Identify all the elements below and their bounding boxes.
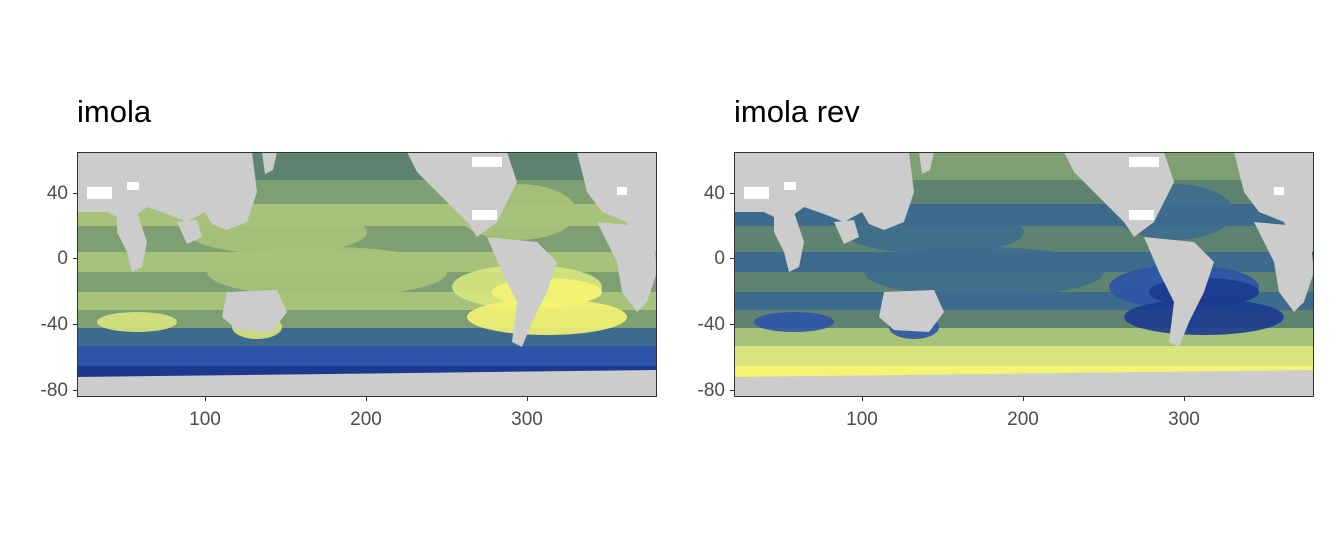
missing-data-patch: [1129, 157, 1159, 167]
ocean-gyre-patch: [467, 299, 627, 335]
ocean-map-svg: [77, 152, 657, 397]
land-mass: [262, 152, 277, 174]
y-tick-mark: [73, 390, 77, 391]
missing-data-patch: [617, 187, 627, 195]
map-plot: [77, 152, 657, 397]
ocean-gyre-patch: [864, 247, 1104, 297]
y-tick-label: -80: [697, 380, 725, 401]
y-tick-label: 0: [714, 248, 725, 269]
missing-data-patch: [87, 187, 112, 199]
missing-data-patch: [472, 157, 502, 167]
ocean-gyre-patch: [754, 312, 834, 332]
missing-data-patch: [472, 210, 497, 220]
ocean-band: [77, 226, 657, 252]
y-tick-mark: [730, 390, 734, 391]
x-tick-mark: [205, 397, 206, 401]
map-plot: [734, 152, 1314, 397]
ocean-band: [77, 346, 657, 366]
y-tick-mark: [73, 324, 77, 325]
y-tick-label: 40: [703, 183, 725, 204]
plot-border: [77, 152, 657, 397]
panel-title: imola rev: [734, 94, 860, 129]
y-tick-mark: [73, 193, 77, 194]
ocean-gyre-patch: [1124, 299, 1284, 335]
x-tick-label: 300: [1168, 409, 1200, 430]
y-tick-mark: [730, 193, 734, 194]
x-tick-mark: [366, 397, 367, 401]
y-tick-label: -40: [697, 314, 725, 335]
land-mass: [1254, 222, 1314, 312]
missing-data-patch: [127, 182, 139, 190]
x-tick-label: 200: [1007, 409, 1039, 430]
ocean-band: [734, 346, 1314, 366]
y-tick-mark: [730, 324, 734, 325]
ocean-band: [734, 226, 1314, 252]
land-mass: [774, 207, 804, 272]
y-tick-label: -80: [40, 380, 68, 401]
x-tick-mark: [1023, 397, 1024, 401]
y-tick-label: 40: [46, 183, 68, 204]
x-tick-mark: [527, 397, 528, 401]
missing-data-patch: [1274, 187, 1284, 195]
missing-data-patch: [744, 187, 769, 199]
panel-title: imola: [77, 94, 152, 129]
land-mass: [879, 290, 944, 332]
land-mass: [734, 370, 1314, 397]
y-tick-label: 0: [57, 248, 68, 269]
land-mass: [487, 237, 557, 347]
ocean-gyre-patch: [97, 312, 177, 332]
land-mass: [77, 370, 657, 397]
land-mass: [222, 290, 287, 332]
land-mass: [177, 220, 202, 244]
land-mass: [834, 220, 859, 244]
ocean-map-svg: [734, 152, 1314, 397]
y-tick-label: -40: [40, 314, 68, 335]
x-tick-mark: [862, 397, 863, 401]
missing-data-patch: [784, 182, 796, 190]
map-panel-imola-rev: imola rev 40 0 -40 -80 100 200 300: [657, 0, 1329, 537]
plot-border: [734, 152, 1314, 397]
y-tick-mark: [73, 258, 77, 259]
x-tick-label: 300: [511, 409, 543, 430]
land-mass: [919, 152, 934, 174]
land-mass: [1144, 237, 1214, 347]
x-tick-label: 100: [189, 409, 221, 430]
missing-data-patch: [1129, 210, 1154, 220]
land-mass: [597, 222, 657, 312]
y-tick-mark: [730, 258, 734, 259]
ocean-gyre-patch: [207, 247, 447, 297]
x-tick-mark: [1184, 397, 1185, 401]
map-panel-imola: imola 40 0 -40 -80 100 200 300: [40, 94, 657, 430]
land-mass: [117, 207, 147, 272]
x-tick-label: 100: [846, 409, 878, 430]
x-tick-label: 200: [350, 409, 382, 430]
